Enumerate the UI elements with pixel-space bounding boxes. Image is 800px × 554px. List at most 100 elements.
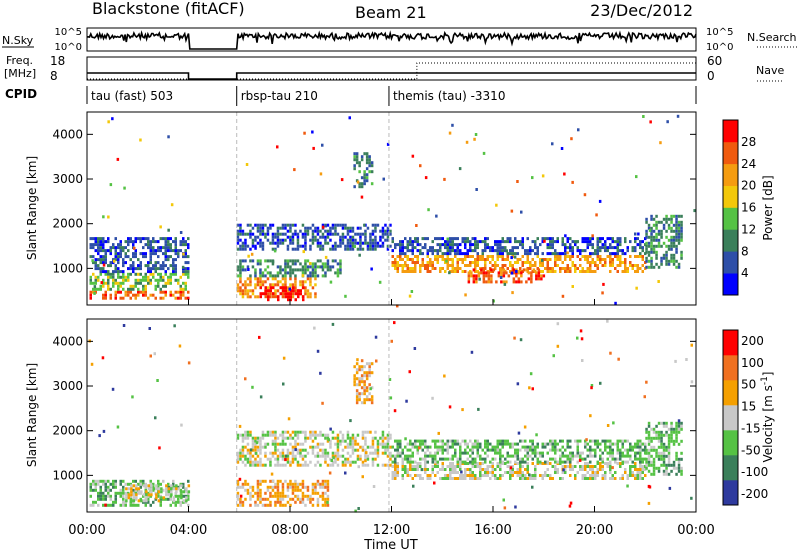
- heatmap-cell: [391, 477, 394, 480]
- heatmap-cell: [241, 448, 245, 452]
- beam-title: Beam 21: [355, 3, 427, 22]
- heatmap-cell: [616, 246, 619, 250]
- heatmap-cell: [459, 451, 462, 455]
- heatmap-cell: [346, 433, 350, 437]
- heatmap-cell: [624, 267, 627, 270]
- heatmap-cell: [539, 451, 542, 455]
- heatmap-cell: [416, 240, 419, 244]
- heatmap-cell: [97, 497, 100, 501]
- heatmap-cell: [381, 229, 385, 233]
- heatmap-cell: [494, 240, 497, 244]
- heatmap-cell: [97, 482, 100, 486]
- heatmap-cell: [650, 256, 653, 260]
- heatmap-cell: [142, 275, 145, 279]
- heatmap-cell: [169, 237, 172, 241]
- heatmap-cell: [675, 235, 678, 239]
- heatmap-cell: [132, 243, 135, 247]
- heatmap-cell: [499, 252, 502, 256]
- heatmap-cell: [611, 466, 614, 470]
- heatmap-cell: [672, 256, 676, 260]
- heatmap-cell: [135, 493, 138, 497]
- heatmap-cell: [459, 258, 462, 261]
- heatmap-cell: [629, 468, 632, 471]
- heatmap-cell: [484, 474, 487, 477]
- heatmap-cell: [501, 237, 504, 241]
- velocity-colorbar-swatch: [723, 455, 738, 481]
- heatmap-cell: [411, 460, 414, 464]
- heatmap-cell: [541, 451, 544, 455]
- heatmap-cell: [586, 237, 589, 241]
- heatmap-cell: [531, 387, 534, 391]
- heatmap-cell: [647, 469, 651, 473]
- heatmap-cell: [464, 451, 467, 455]
- heatmap-cell: [431, 468, 434, 471]
- heatmap-cell: [334, 271, 337, 275]
- heatmap-cell: [99, 261, 102, 265]
- heatmap-cell: [184, 240, 187, 244]
- heatmap-cell: [274, 503, 277, 507]
- heatmap-cell: [491, 255, 494, 258]
- heatmap-cell: [486, 255, 489, 258]
- heatmap-cell: [662, 454, 666, 458]
- heatmap-cell: [436, 448, 439, 452]
- heatmap-cell: [92, 243, 95, 247]
- heatmap-cell: [249, 430, 252, 434]
- heatmap-cell: [244, 479, 247, 483]
- heatmap-cell: [409, 237, 412, 241]
- heatmap-cell: [326, 433, 330, 437]
- heatmap-cell: [349, 436, 352, 440]
- heatmap-cell: [356, 433, 360, 437]
- heatmap-cell: [399, 445, 402, 449]
- heatmap-cell: [662, 451, 666, 455]
- heatmap-cell: [436, 465, 439, 468]
- heatmap-cell: [624, 471, 627, 474]
- heatmap-cell: [301, 442, 305, 446]
- heatmap-cell: [370, 170, 374, 174]
- heatmap-cell: [496, 439, 499, 443]
- heatmap-cell: [109, 183, 113, 187]
- heatmap-cell: [368, 170, 371, 174]
- heatmap-cell: [259, 292, 262, 296]
- heatmap-cell: [261, 283, 265, 287]
- heatmap-cell: [272, 295, 275, 299]
- heatmap-cell: [331, 244, 335, 248]
- heatmap-cell: [634, 445, 637, 449]
- heatmap-cell: [419, 439, 422, 443]
- heatmap-cell: [665, 463, 668, 467]
- heatmap-cell: [559, 439, 562, 443]
- heatmap-cell: [474, 270, 477, 273]
- heatmap-cell: [439, 267, 442, 270]
- heatmap-cell: [172, 293, 175, 297]
- heatmap-cell: [296, 497, 300, 501]
- heatmap-cell: [360, 392, 364, 396]
- heatmap-cell: [324, 500, 327, 504]
- heatmap-cell: [236, 289, 240, 293]
- heatmap-cell: [159, 237, 162, 241]
- heatmap-cell: [631, 246, 634, 250]
- heatmap-cell: [639, 243, 642, 247]
- heatmap-cell: [461, 261, 464, 264]
- heatmap-cell: [264, 223, 267, 227]
- heatmap-cell: [451, 442, 454, 446]
- heatmap-cell: [474, 261, 477, 264]
- heatmap-cell: [411, 451, 414, 455]
- heatmap-cell: [401, 252, 404, 256]
- heatmap-cell: [521, 270, 524, 273]
- heatmap-cell: [107, 494, 110, 498]
- heatmap-cell: [596, 445, 599, 449]
- heatmap-cell: [381, 235, 385, 239]
- heatmap-cell: [535, 271, 538, 275]
- heatmap-cell: [304, 235, 307, 239]
- heatmap-cell: [672, 427, 676, 431]
- heatmap-cell: [256, 479, 260, 483]
- heatmap-cell: [316, 274, 320, 278]
- heatmap-cell: [331, 322, 335, 326]
- heatmap-cell: [647, 460, 651, 464]
- heatmap-cell: [517, 280, 521, 284]
- heatmap-cell: [130, 493, 133, 497]
- heatmap-cell: [386, 442, 390, 446]
- heatmap-cell: [360, 377, 364, 381]
- heatmap-cell: [256, 485, 260, 489]
- heatmap-cell: [451, 439, 454, 443]
- heatmap-cell: [456, 442, 459, 446]
